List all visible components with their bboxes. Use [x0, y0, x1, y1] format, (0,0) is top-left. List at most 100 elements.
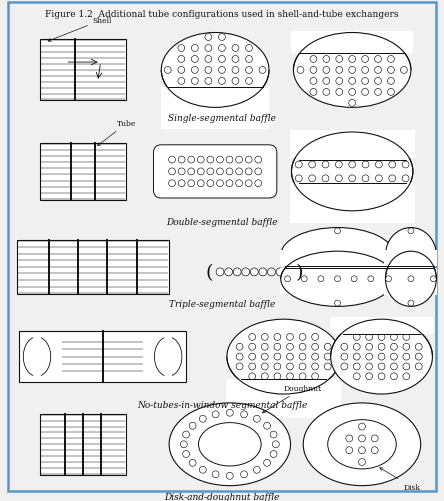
Circle shape — [336, 57, 343, 63]
Circle shape — [242, 269, 250, 276]
Circle shape — [250, 269, 258, 276]
Circle shape — [353, 363, 360, 370]
Circle shape — [249, 353, 256, 360]
Circle shape — [403, 373, 410, 380]
Bar — [385, 250, 437, 267]
Circle shape — [309, 189, 316, 196]
Circle shape — [301, 253, 307, 259]
Circle shape — [276, 269, 284, 276]
Circle shape — [188, 180, 194, 187]
Circle shape — [389, 162, 396, 168]
Circle shape — [246, 89, 252, 96]
Circle shape — [205, 57, 212, 63]
Circle shape — [286, 353, 293, 360]
Circle shape — [232, 89, 239, 96]
Bar — [289, 184, 415, 223]
Circle shape — [362, 46, 369, 52]
Circle shape — [335, 253, 341, 259]
Circle shape — [362, 175, 369, 182]
Circle shape — [218, 67, 226, 74]
Circle shape — [217, 180, 223, 187]
Circle shape — [368, 276, 374, 282]
Bar — [289, 131, 415, 158]
Circle shape — [246, 78, 252, 85]
Circle shape — [245, 157, 252, 164]
Circle shape — [341, 363, 348, 370]
Circle shape — [309, 175, 316, 182]
Circle shape — [249, 344, 256, 351]
Circle shape — [207, 157, 214, 164]
Circle shape — [232, 78, 239, 85]
Circle shape — [388, 78, 394, 85]
Circle shape — [341, 344, 348, 351]
Text: ): ) — [296, 264, 303, 282]
Circle shape — [218, 35, 226, 42]
Circle shape — [259, 269, 267, 276]
Circle shape — [362, 189, 369, 196]
Circle shape — [249, 334, 256, 341]
Circle shape — [169, 169, 175, 175]
Circle shape — [335, 162, 342, 168]
Circle shape — [349, 175, 356, 182]
Circle shape — [349, 100, 356, 107]
Ellipse shape — [385, 228, 436, 283]
Circle shape — [378, 353, 385, 360]
Circle shape — [408, 252, 414, 258]
Ellipse shape — [169, 403, 290, 485]
FancyBboxPatch shape — [154, 145, 277, 198]
Circle shape — [323, 57, 330, 63]
Circle shape — [273, 441, 279, 448]
Circle shape — [295, 175, 302, 182]
Circle shape — [349, 89, 356, 96]
Circle shape — [359, 423, 365, 430]
Circle shape — [212, 411, 219, 418]
Circle shape — [191, 78, 198, 85]
Circle shape — [205, 89, 212, 96]
Circle shape — [178, 57, 185, 63]
Ellipse shape — [328, 420, 396, 469]
Circle shape — [309, 148, 316, 155]
Circle shape — [182, 451, 190, 457]
Circle shape — [285, 276, 290, 282]
Circle shape — [241, 411, 247, 418]
Circle shape — [335, 175, 342, 182]
Circle shape — [270, 431, 277, 438]
Circle shape — [408, 228, 414, 234]
Bar — [280, 250, 395, 267]
Circle shape — [376, 175, 382, 182]
Text: Single-segmental baffle: Single-segmental baffle — [168, 114, 276, 123]
Circle shape — [389, 148, 396, 155]
Circle shape — [375, 67, 381, 74]
Circle shape — [324, 344, 331, 351]
Circle shape — [191, 67, 198, 74]
Circle shape — [403, 363, 410, 370]
Circle shape — [299, 363, 306, 370]
Circle shape — [274, 334, 281, 341]
Circle shape — [366, 353, 373, 360]
Circle shape — [408, 276, 414, 282]
Circle shape — [353, 334, 360, 341]
Circle shape — [249, 363, 256, 370]
Circle shape — [191, 46, 198, 52]
Circle shape — [232, 57, 239, 63]
Text: Shell: Shell — [48, 17, 112, 42]
Circle shape — [189, 422, 196, 429]
Circle shape — [178, 180, 185, 187]
Circle shape — [385, 253, 392, 259]
Circle shape — [335, 228, 341, 234]
Circle shape — [336, 78, 343, 85]
Circle shape — [236, 157, 242, 164]
Circle shape — [274, 353, 281, 360]
Circle shape — [322, 175, 329, 182]
Circle shape — [312, 334, 318, 341]
Circle shape — [178, 89, 185, 96]
Ellipse shape — [198, 423, 261, 466]
Circle shape — [378, 344, 385, 351]
Circle shape — [188, 169, 194, 175]
Circle shape — [212, 471, 219, 478]
Circle shape — [205, 46, 212, 52]
Circle shape — [286, 373, 293, 380]
Circle shape — [245, 180, 252, 187]
Circle shape — [205, 67, 212, 74]
Circle shape — [286, 363, 293, 370]
